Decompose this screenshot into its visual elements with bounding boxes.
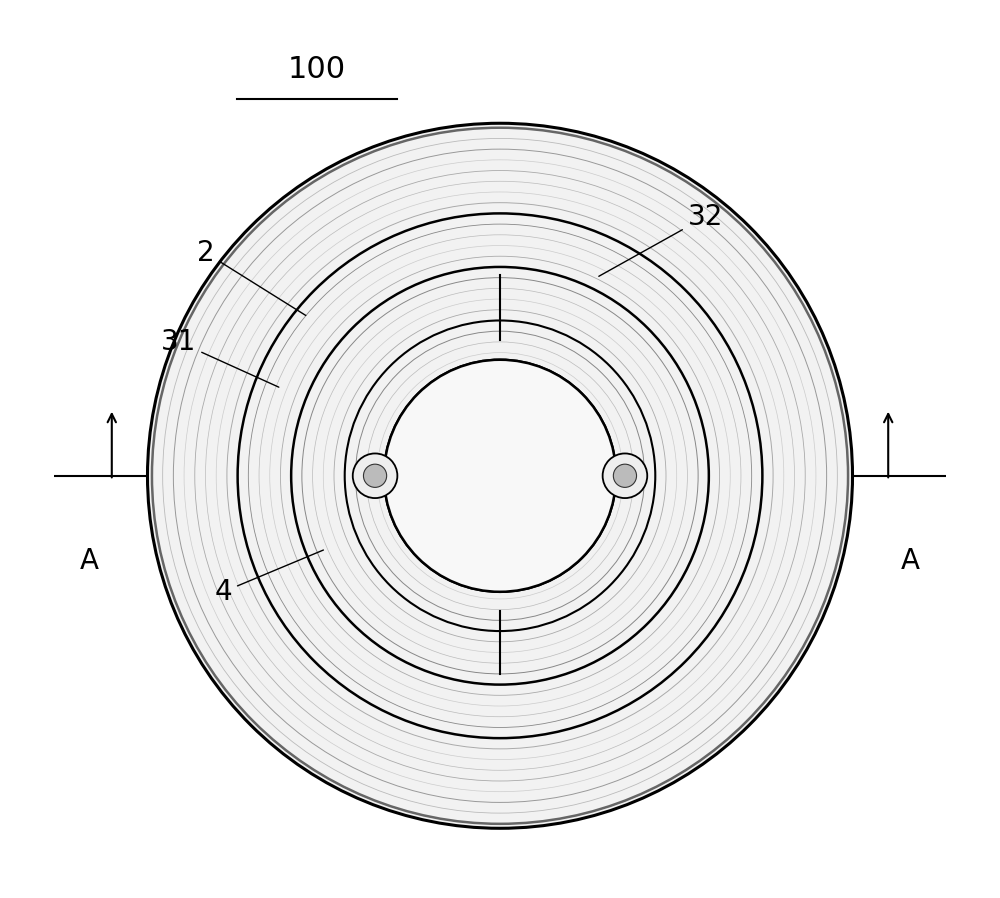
Circle shape: [384, 360, 616, 592]
Circle shape: [613, 464, 637, 488]
Circle shape: [147, 123, 853, 828]
Circle shape: [603, 453, 647, 498]
Text: A: A: [901, 547, 920, 575]
Circle shape: [363, 464, 387, 488]
Text: 32: 32: [599, 203, 723, 277]
Text: A: A: [80, 547, 99, 575]
Text: 4: 4: [215, 550, 323, 606]
Text: 31: 31: [161, 328, 279, 387]
Text: 100: 100: [288, 55, 346, 84]
Text: 2: 2: [197, 239, 306, 315]
Circle shape: [353, 453, 397, 498]
